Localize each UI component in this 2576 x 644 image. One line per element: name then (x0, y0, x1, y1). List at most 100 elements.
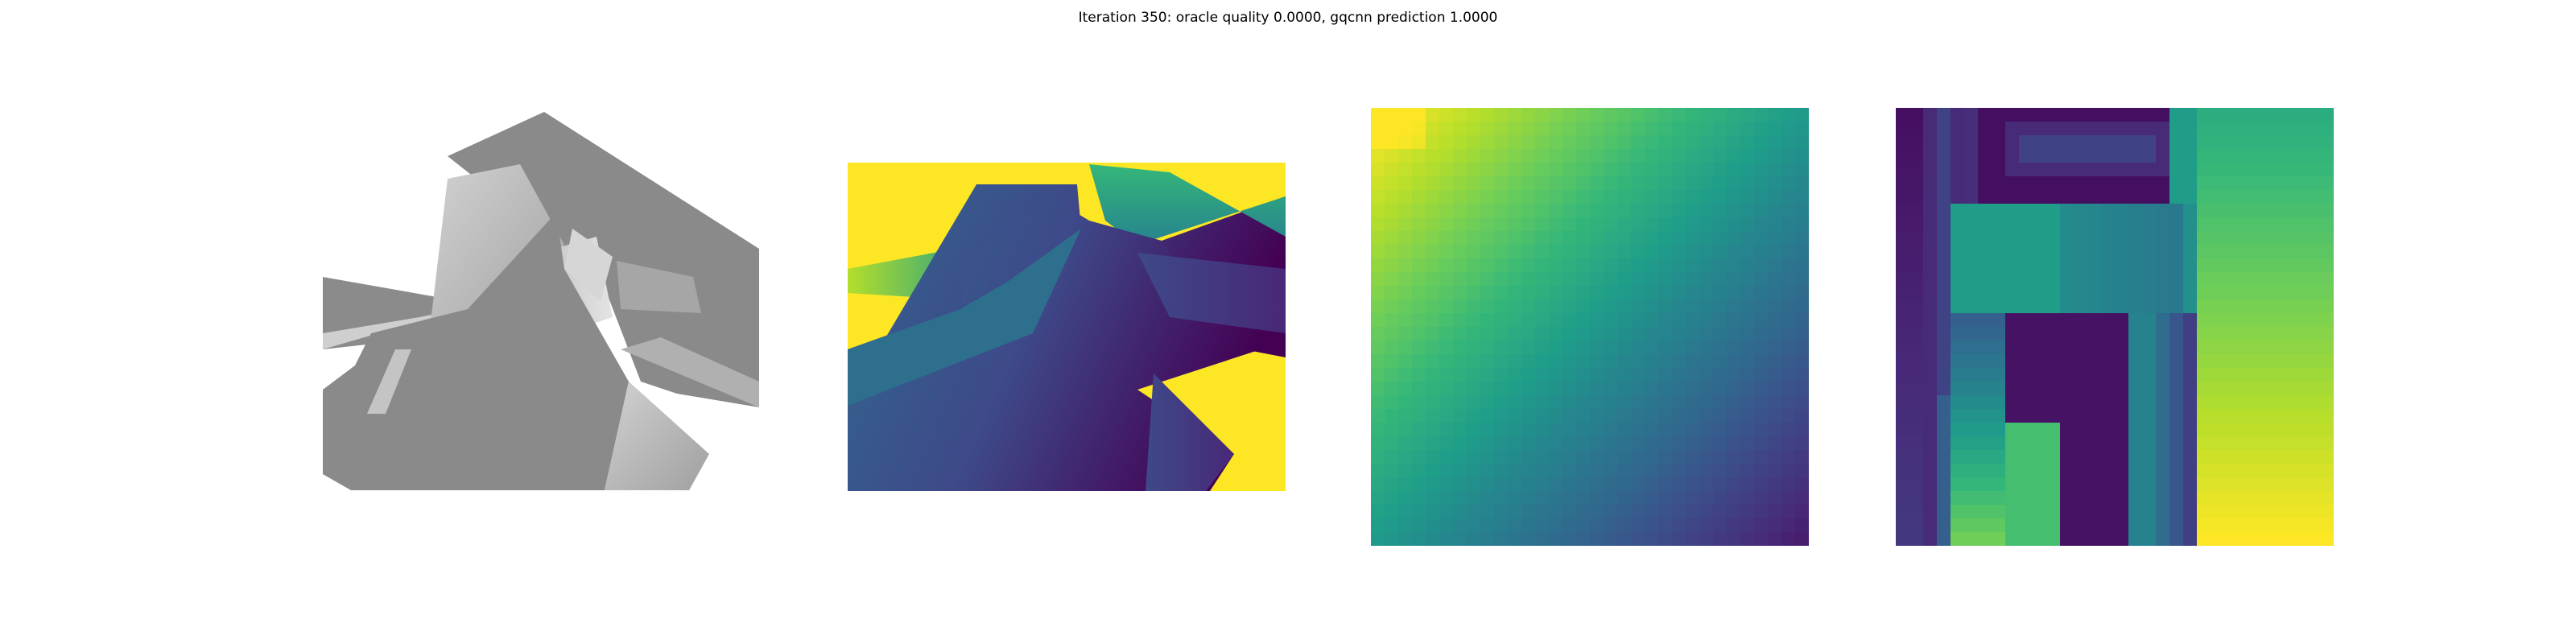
pixel-cell (1909, 258, 1923, 272)
pixel-cell (2156, 108, 2169, 122)
pixel-cell (1740, 450, 1754, 464)
pixel-cell (2197, 368, 2211, 382)
pixel-cell (1494, 313, 1508, 327)
pixel-cell (2306, 258, 2320, 272)
pixel-cell (1937, 518, 1951, 532)
pixel-cell (1923, 135, 1937, 149)
pixel-cell (2019, 272, 2033, 286)
pixel-cell (1576, 327, 1590, 341)
pixel-cell (2142, 341, 2156, 354)
pixel-cell (2033, 176, 2046, 190)
pixel-cell (1978, 122, 1992, 135)
pixel-cell (1978, 505, 1992, 518)
pixel-cell (1535, 436, 1549, 450)
pixel-cell (2101, 190, 2115, 204)
pixel-cell (2115, 491, 2128, 505)
pixel-cell (2252, 409, 2265, 423)
pixel-cell (1563, 341, 1576, 354)
pixel-cell (1923, 368, 1937, 382)
pixel-cell (2224, 477, 2238, 491)
pixel-cell (1590, 122, 1604, 135)
pixel-cell (1992, 163, 2005, 176)
pixel-cell (2046, 409, 2060, 423)
pixel-cell (1896, 436, 1909, 450)
pixel-cell (1467, 286, 1480, 299)
pixel-cell (1658, 423, 1672, 436)
pixel-cell (1754, 231, 1768, 245)
pixel-cell (2128, 149, 2142, 163)
pixel-cell (2238, 217, 2252, 231)
pixel-cell (2169, 382, 2183, 395)
pixel-cell (1992, 135, 2005, 149)
pixel-cell (1563, 204, 1576, 217)
pixel-cell (1713, 532, 1727, 546)
pixel-cell (1467, 368, 1480, 382)
pixel-cell (1686, 149, 1699, 163)
pixel-cell (2183, 204, 2197, 217)
pixel-cell (1439, 176, 1453, 190)
pixel-cell (1426, 518, 1439, 532)
pixel-cell (2101, 477, 2115, 491)
pixel-cell (1467, 149, 1480, 163)
pixel-cell (1563, 382, 1576, 395)
pixel-cell (2046, 313, 2060, 327)
pixel-cell (2169, 354, 2183, 368)
pixel-cell (1978, 341, 1992, 354)
pixel-cell (1909, 286, 1923, 299)
pixel-cell (1713, 505, 1727, 518)
pixel-cell (1672, 258, 1686, 272)
pixel-cell (1964, 354, 1978, 368)
pixel-cell (2224, 272, 2238, 286)
pixel-cell (1740, 176, 1754, 190)
pixel-cell (1563, 190, 1576, 204)
pixel-cell (1964, 395, 1978, 409)
pixel-cell (2101, 313, 2115, 327)
pixel-cell (1992, 354, 2005, 368)
pixel-cell (1658, 436, 1672, 450)
pixel-cell (1768, 108, 1781, 122)
pixel-cell (1964, 409, 1978, 423)
pixel-cell (1371, 395, 1385, 409)
pixel-cell (1535, 108, 1549, 122)
pixel-cell (1713, 149, 1727, 163)
pixel-cell (2252, 491, 2265, 505)
pixel-cell (1686, 135, 1699, 149)
pixel-cell (1453, 464, 1467, 477)
pixel-cell (2293, 341, 2306, 354)
pixel-cell (2019, 122, 2033, 135)
pixel-cell (2142, 354, 2156, 368)
pixel-cell (1631, 327, 1645, 341)
pixel-cell (2156, 464, 2169, 477)
pixel-cell (2033, 382, 2046, 395)
pixel-cell (2169, 450, 2183, 464)
pixel-cell (2046, 204, 2060, 217)
pixel-cell (2293, 231, 2306, 245)
pixel-cell (1951, 327, 1964, 341)
pixel-cell (1896, 341, 1909, 354)
pixel-cell (1658, 217, 1672, 231)
pixel-cell (1964, 245, 1978, 258)
pixel-cell (1978, 491, 1992, 505)
pixel-cell (1617, 423, 1631, 436)
pixel-cell (2128, 436, 2142, 450)
pixel-cell (1795, 382, 1809, 395)
pixel-cell (2074, 313, 2087, 327)
pixel-cell (2128, 395, 2142, 409)
pixel-cell (2087, 217, 2101, 231)
pixel-cell (2115, 464, 2128, 477)
pixel-cell (1951, 518, 1964, 532)
pixel-cell (2293, 204, 2306, 217)
pixel-cell (1549, 299, 1563, 313)
pixel-cell (1964, 450, 1978, 464)
pixel-cell (2197, 409, 2211, 423)
pixel-cell (2211, 176, 2224, 190)
pixel-cell (1604, 245, 1617, 258)
pixel-cell (1453, 532, 1467, 546)
pixel-cell (1617, 299, 1631, 313)
pixel-cell (1563, 409, 1576, 423)
pixel-cell (1604, 477, 1617, 491)
pixel-cell (2169, 217, 2183, 231)
pixel-cell (2101, 382, 2115, 395)
pixel-cell (1563, 217, 1576, 231)
pixel-cell (2197, 272, 2211, 286)
